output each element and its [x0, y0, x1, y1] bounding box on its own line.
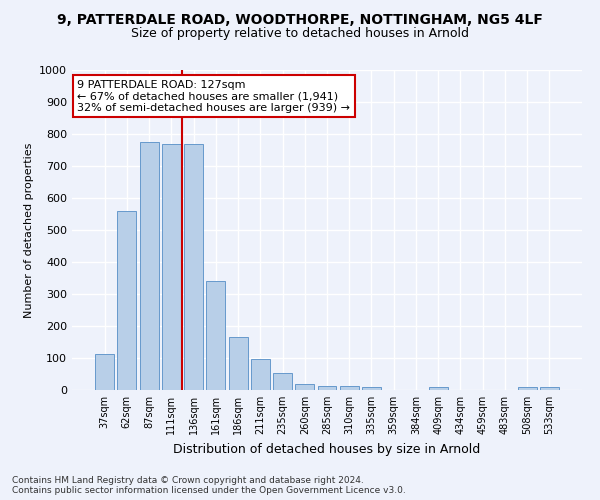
Text: 9 PATTERDALE ROAD: 127sqm
← 67% of detached houses are smaller (1,941)
32% of se: 9 PATTERDALE ROAD: 127sqm ← 67% of detac…: [77, 80, 350, 113]
Bar: [229, 337, 248, 390]
Bar: [251, 358, 270, 390]
Bar: [540, 388, 559, 390]
X-axis label: Distribution of detached houses by size in Arnold: Distribution of detached houses by size …: [173, 442, 481, 456]
Bar: [340, 386, 359, 390]
Text: Size of property relative to detached houses in Arnold: Size of property relative to detached ho…: [131, 28, 469, 40]
Bar: [206, 280, 225, 390]
Bar: [518, 388, 536, 390]
Y-axis label: Number of detached properties: Number of detached properties: [23, 142, 34, 318]
Bar: [295, 384, 314, 390]
Bar: [95, 354, 114, 390]
Bar: [362, 388, 381, 390]
Text: Contains HM Land Registry data © Crown copyright and database right 2024.
Contai: Contains HM Land Registry data © Crown c…: [12, 476, 406, 495]
Bar: [273, 373, 292, 390]
Bar: [184, 144, 203, 390]
Bar: [317, 386, 337, 390]
Bar: [162, 144, 181, 390]
Bar: [429, 388, 448, 390]
Bar: [118, 212, 136, 390]
Text: 9, PATTERDALE ROAD, WOODTHORPE, NOTTINGHAM, NG5 4LF: 9, PATTERDALE ROAD, WOODTHORPE, NOTTINGH…: [57, 12, 543, 26]
Bar: [140, 142, 158, 390]
